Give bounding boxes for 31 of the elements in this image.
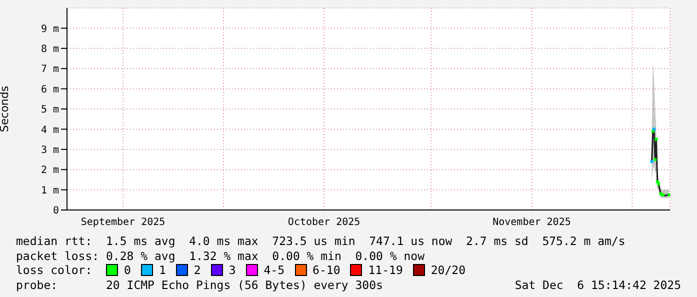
point — [654, 158, 657, 161]
y-axis-title: Seconds — [0, 86, 11, 132]
text: packet loss: 0.28 % avg 1.32 % max 0.00 % min 0.00 % now — [16, 248, 426, 263]
legend-label: 4-5 — [262, 263, 285, 278]
legend-label: 6-10 — [312, 263, 340, 278]
legend-label: 3 — [228, 263, 236, 278]
x-tick-label: September 2025 — [80, 217, 166, 228]
legend-label: 20/20 — [430, 263, 466, 278]
x-tick-label: November 2025 — [492, 217, 571, 228]
y-tick-label: 8 m — [40, 44, 59, 55]
line-series — [651, 128, 670, 197]
y-tick-label: 9 m — [40, 24, 59, 35]
y-tick-label: 6 m — [40, 84, 59, 96]
y-tick-label: 3 m — [40, 144, 59, 156]
text: probe: 20 ICMP Echo Pings (56 Bytes) every 300s — [16, 278, 383, 292]
y-tick-label: 4 m — [40, 124, 59, 136]
y-tick-label: 2 m — [40, 165, 59, 176]
point — [650, 160, 654, 164]
y-tick-label: 5 m — [40, 104, 59, 116]
legend-label: 2 — [192, 263, 201, 278]
text: Sat Dec 6 15:14:42 2025 — [514, 278, 681, 292]
legend-label: 0 — [123, 263, 131, 278]
y-tick-label: 7 m — [40, 64, 59, 76]
point — [654, 138, 658, 141]
text: median rtt: 1.5 ms avg 4.0 ms max 723.5 us min 747.1 us now 2.7 ms sd 575.2 m am/s — [16, 234, 626, 248]
legend-title: loss color: — [16, 263, 94, 278]
legend-label: 11-19 — [367, 263, 403, 278]
x-tick-label: October 2025 — [288, 217, 360, 228]
y-tick-label: 0 — [52, 206, 59, 217]
legend-label: 1 — [158, 263, 166, 278]
y-tick-label: 1 m — [40, 185, 59, 196]
